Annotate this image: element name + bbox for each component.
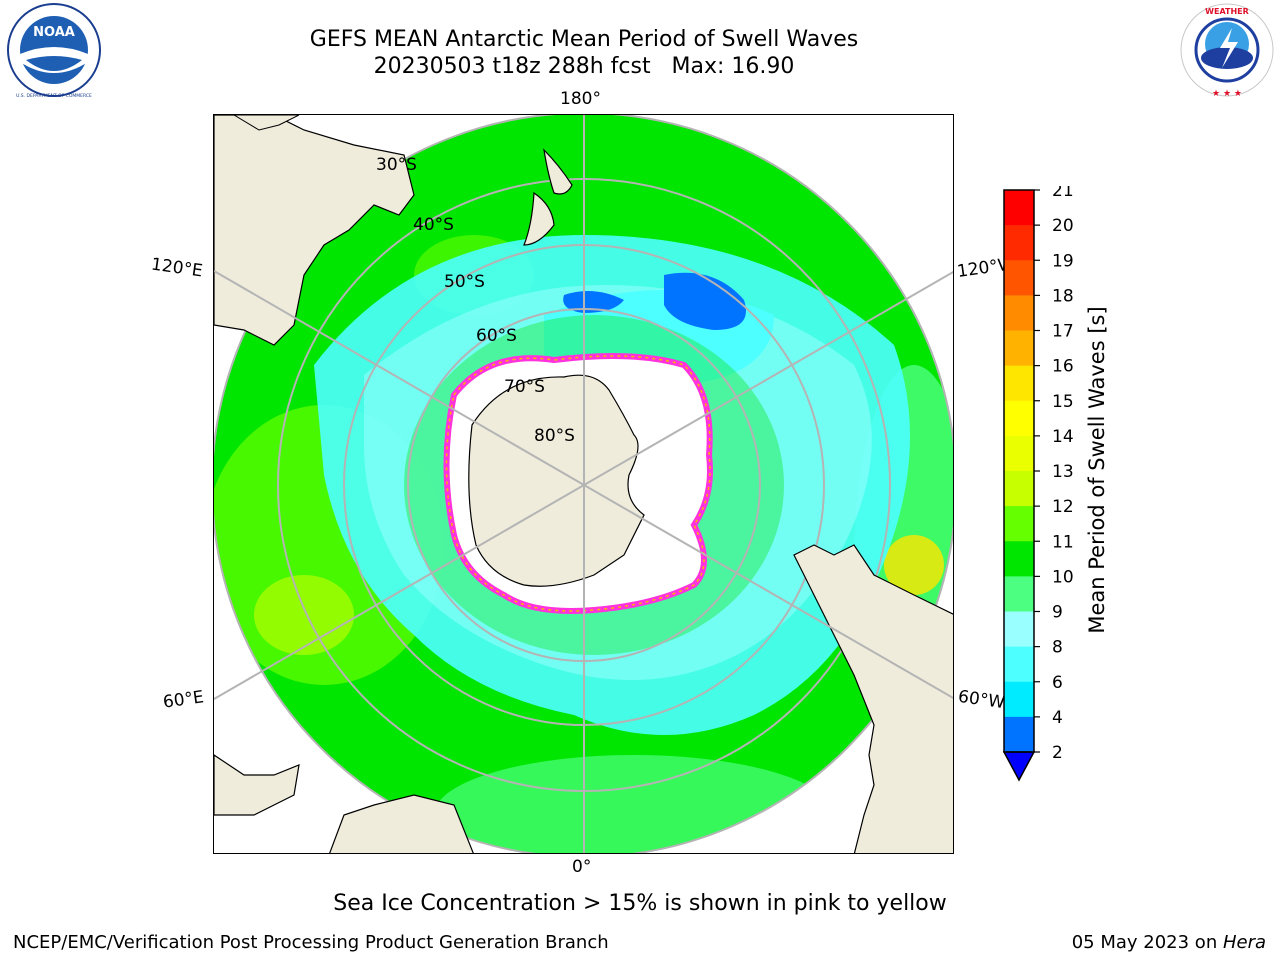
noaa-logo-icon: NOAA U.S. DEPARTMENT OF COMMERCE	[4, 2, 104, 106]
colorbar-bin	[1004, 365, 1034, 402]
lat-label-40s: 40°S	[413, 215, 454, 235]
colorbar-tick-label: 20	[1052, 216, 1074, 236]
colorbar-tick-label: 14	[1052, 427, 1074, 447]
lat-label-70s: 70°S	[504, 377, 545, 397]
colorbar-title: Mean Period of Swell Waves [s]	[1085, 306, 1109, 634]
noaa-logo-text: NOAA	[33, 25, 75, 40]
sea-ice-note: Sea Ice Concentration > 15% is shown in …	[333, 891, 947, 916]
polar-map: 30°S 40°S 50°S 60°S 70°S 80°S	[214, 115, 953, 853]
colorbar-tick-label: 2	[1052, 743, 1063, 763]
south-america-land	[793, 544, 953, 853]
lon-label-left-lower: 60°E	[161, 687, 206, 713]
colorbar-bin	[1004, 400, 1034, 437]
svg-text:WEATHER: WEATHER	[1205, 7, 1249, 16]
lat-label-50s: 50°S	[444, 272, 485, 292]
footer-date: 05 May 2023 on Hera	[1072, 932, 1266, 954]
colorbar-tick-label: 8	[1052, 638, 1063, 658]
colorbar-bin	[1004, 576, 1034, 612]
svg-text:U.S. DEPARTMENT OF COMMERCE: U.S. DEPARTMENT OF COMMERCE	[16, 93, 92, 99]
colorbar-tick-label: 18	[1052, 286, 1074, 306]
colorbar-bin	[1004, 260, 1034, 296]
new-zealand-land	[543, 148, 573, 195]
colorbar-bin	[1004, 471, 1034, 507]
colorbar-tick-label: 10	[1052, 567, 1074, 587]
colorbar-bin	[1004, 225, 1034, 261]
colorbar: 21 20 19 18 17 16 15 14 13 12 11 10 9 8 6 4 2	[1000, 186, 1074, 786]
footer-host: Hera	[1222, 932, 1266, 953]
nws-logo-icon: WEATHER ★ ★ ★	[1176, 2, 1278, 106]
africa-land	[329, 794, 474, 853]
colorbar-bin	[1004, 435, 1034, 472]
colorbar-tick-label: 17	[1052, 322, 1074, 342]
colorbar-bin	[1004, 716, 1034, 753]
colorbar-bin	[1004, 611, 1034, 648]
australia-land	[214, 115, 415, 346]
colorbar-tick-label: 21	[1052, 186, 1074, 201]
lon-label-right-lower: 60°W	[956, 686, 1007, 714]
lat-label-30s: 30°S	[376, 155, 417, 175]
lon-label-left-upper: 120°E	[149, 254, 204, 282]
footer-organization: NCEP/EMC/Verification Post Processing Pr…	[13, 932, 609, 953]
colorbar-tick-label: 11	[1052, 532, 1074, 552]
chart-title: GEFS MEAN Antarctic Mean Period of Swell…	[309, 27, 859, 52]
graticule-longitude	[214, 115, 953, 853]
colorbar-extend-min	[1002, 751, 1036, 782]
chart-subtitle: 20230503 t18z 288h fcst Max: 16.90	[373, 54, 795, 79]
colorbar-tick-label: 15	[1052, 392, 1074, 412]
lat-label-80s: 80°S	[534, 426, 575, 446]
low-period-patch	[664, 272, 746, 330]
antarctica-land	[468, 374, 645, 587]
colorbar-tick-label: 19	[1052, 251, 1074, 271]
colorbar-tick-label: 4	[1052, 708, 1063, 728]
colorbar-bin	[1004, 190, 1034, 226]
colorbar-svg: 21 20 19 18 17 16 15 14 13 12 11 10 9 8 6 4 2	[1002, 186, 1074, 782]
colorbar-tick-label: 9	[1052, 603, 1063, 623]
colorbar-bin	[1004, 506, 1034, 542]
lon-label-top: 180°	[560, 89, 601, 109]
colorbar-tick-label: 13	[1052, 462, 1074, 482]
svg-text:★ ★ ★: ★ ★ ★	[1212, 89, 1242, 99]
colorbar-bin	[1004, 646, 1034, 683]
colorbar-bin	[1004, 681, 1034, 718]
lon-label-bottom: 0°	[572, 857, 592, 877]
colorbar-bin	[1004, 330, 1034, 367]
map-panel[interactable]: 30°S 40°S 50°S 60°S 70°S 80°S	[213, 114, 954, 854]
colorbar-tick-label: 6	[1052, 673, 1063, 693]
lat-label-60s: 60°S	[476, 326, 517, 346]
colorbar-tick-label: 12	[1052, 497, 1074, 517]
colorbar-bin	[1004, 295, 1034, 331]
footer-date-text: 05 May 2023 on	[1071, 932, 1223, 953]
colorbar-tick-label: 16	[1052, 357, 1074, 377]
colorbar-bin	[1004, 541, 1034, 577]
